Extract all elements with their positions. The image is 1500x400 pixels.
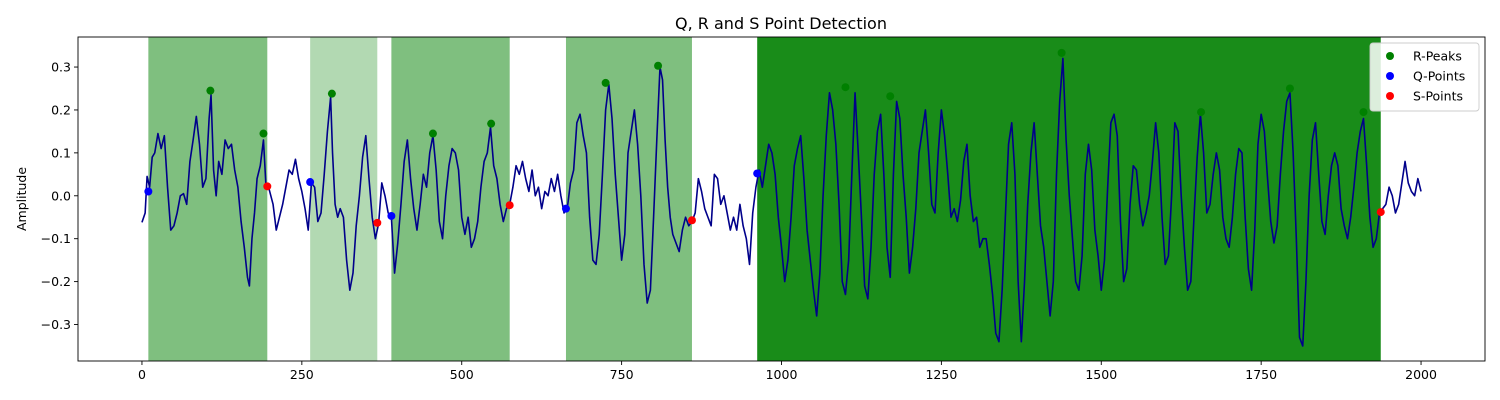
r-peaks-marker-13 bbox=[1359, 108, 1368, 117]
legend-r-peaks-marker bbox=[1386, 52, 1394, 60]
detection-points bbox=[144, 48, 1385, 227]
r-peaks-marker-6 bbox=[601, 78, 610, 87]
legend-q-points-label: Q-Points bbox=[1413, 69, 1465, 84]
r-peaks-marker-8 bbox=[841, 83, 850, 92]
r-peaks-marker-11 bbox=[1197, 108, 1206, 117]
s-points-marker-2 bbox=[373, 218, 382, 227]
series-line-signal bbox=[141, 57, 1422, 347]
r-peaks-marker-10 bbox=[1057, 48, 1066, 57]
q-points-marker-3 bbox=[387, 211, 396, 220]
x-tick-label: 2000 bbox=[1405, 367, 1437, 382]
x-tick-label: 250 bbox=[290, 367, 314, 382]
y-tick-label: −0.3 bbox=[41, 317, 71, 332]
x-tick-label: 750 bbox=[610, 367, 634, 382]
shaded-region-3 bbox=[391, 37, 510, 361]
legend-q-points-marker bbox=[1386, 72, 1394, 80]
q-points-marker-2 bbox=[306, 178, 315, 187]
y-tick-label: 0.1 bbox=[51, 145, 71, 160]
r-peaks-marker-1 bbox=[206, 86, 215, 95]
r-peaks-marker-5 bbox=[487, 119, 496, 128]
x-tick-label: 1250 bbox=[925, 367, 957, 382]
x-tick-label: 1000 bbox=[766, 367, 798, 382]
x-axis: 0 250 500 750 1000 1250 1500 1750 2000 bbox=[138, 361, 1437, 382]
y-tick-label: 0.0 bbox=[51, 188, 71, 203]
legend: R-Peaks Q-Points S-Points bbox=[1369, 42, 1480, 112]
legend-box bbox=[1369, 42, 1480, 112]
r-peaks-marker-4 bbox=[428, 129, 437, 138]
shaded-regions bbox=[148, 37, 1381, 361]
s-points-marker-1 bbox=[263, 182, 272, 191]
legend-s-points-label: S-Points bbox=[1413, 89, 1463, 104]
y-tick-label: −0.1 bbox=[41, 231, 71, 246]
chart-title: Q, R and S Point Detection bbox=[675, 14, 887, 33]
signal-layer bbox=[141, 57, 1422, 347]
y-tick-label: −0.2 bbox=[41, 274, 71, 289]
r-peaks-marker-2 bbox=[259, 129, 268, 138]
x-tick-label: 1500 bbox=[1085, 367, 1117, 382]
q-points-marker-4 bbox=[561, 204, 570, 213]
s-points-marker-5 bbox=[1376, 208, 1385, 217]
legend-s-points-marker bbox=[1386, 92, 1394, 100]
q-points-marker-5 bbox=[753, 169, 762, 178]
y-axis: −0.3 −0.2 −0.1 0.0 0.1 0.2 0.3 bbox=[41, 60, 78, 332]
r-peaks-marker-7 bbox=[654, 61, 663, 70]
r-peaks-marker-9 bbox=[886, 92, 895, 101]
y-axis-label: Amplitude bbox=[14, 167, 29, 231]
y-tick-label: 0.3 bbox=[51, 60, 71, 75]
s-points-marker-4 bbox=[687, 216, 696, 225]
x-tick-label: 1750 bbox=[1245, 367, 1277, 382]
shaded-region-4 bbox=[565, 37, 692, 361]
x-tick-label: 500 bbox=[450, 367, 474, 382]
x-tick-label: 0 bbox=[138, 367, 146, 382]
legend-r-peaks-label: R-Peaks bbox=[1413, 49, 1462, 64]
shaded-region-1 bbox=[148, 37, 268, 361]
y-tick-label: 0.2 bbox=[51, 102, 71, 117]
shaded-region-2 bbox=[310, 37, 378, 361]
r-peaks-marker-3 bbox=[327, 89, 336, 98]
q-points-marker-1 bbox=[144, 187, 153, 196]
r-peaks-marker-12 bbox=[1285, 84, 1294, 93]
s-points-marker-3 bbox=[505, 201, 514, 210]
